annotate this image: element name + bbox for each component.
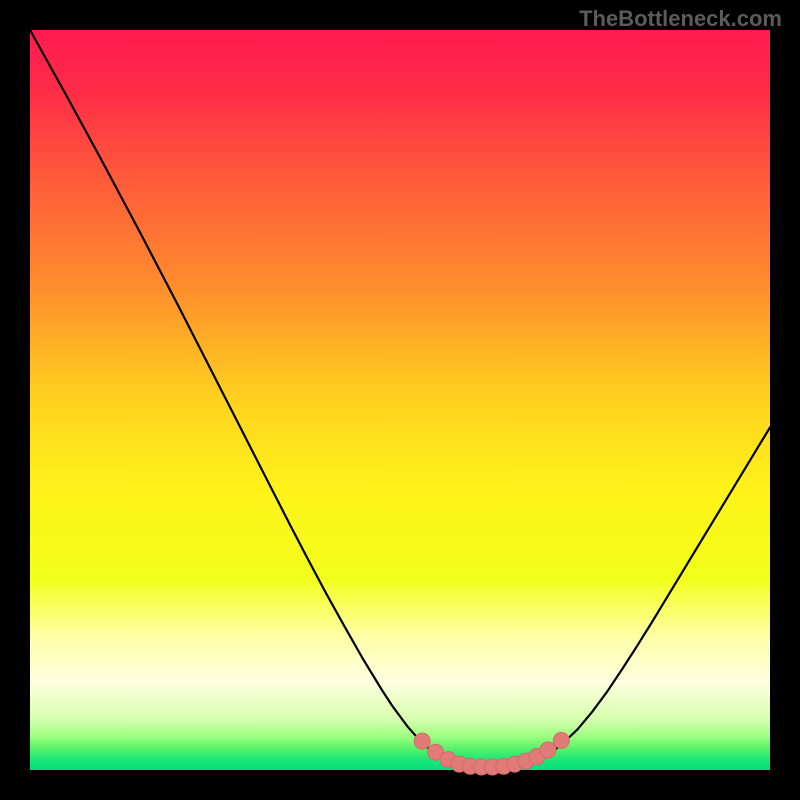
curve-marker [540,742,556,758]
bottleneck-chart [0,0,800,800]
plot-background [30,30,770,770]
curve-marker [414,733,430,749]
chart-container: TheBottleneck.com [0,0,800,800]
curve-marker [553,732,569,748]
